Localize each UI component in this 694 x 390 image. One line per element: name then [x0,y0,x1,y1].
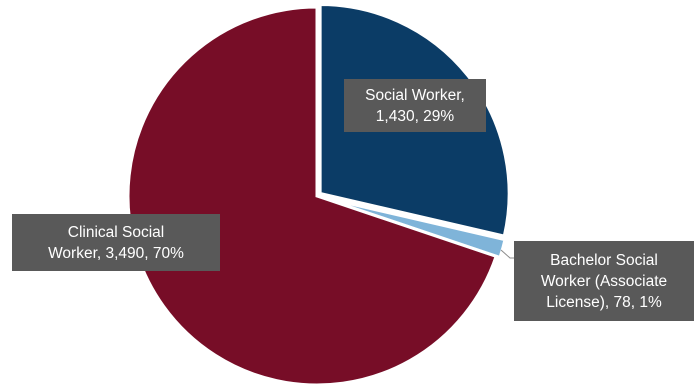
data-label-line: Clinical Social [68,224,164,241]
leader-line-bachelor-social-worker-associate-license [500,249,514,259]
data-label-line: License), 78, 1% [546,294,662,311]
data-label-box-clinical-social-worker [12,214,220,271]
data-label-line: Social Worker, [365,87,465,104]
data-label-line: Bachelor Social [550,252,658,269]
data-label-social-worker: Social Worker, 1,430, 29% [365,87,465,125]
data-label-line: 1,430, 29% [376,108,455,125]
pie-slice-clinical-social-worker [126,5,499,387]
pie-slices [126,3,511,387]
data-label-box-bachelor-social-worker-associate-license [514,241,694,321]
data-label-box-social-worker [344,79,486,132]
data-label-line: Worker (Associate [541,273,667,290]
data-label-clinical-social-worker: Clinical Social Worker, 3,490, 70% [48,224,184,262]
data-labels: Social Worker, 1,430, 29% Bachelor Social W… [12,79,694,321]
data-label-bachelor-social-worker-associate-license: Bachelor Social Worker (Associate License)… [541,252,667,311]
data-label-line: Worker, 3,490, 70% [48,245,184,262]
